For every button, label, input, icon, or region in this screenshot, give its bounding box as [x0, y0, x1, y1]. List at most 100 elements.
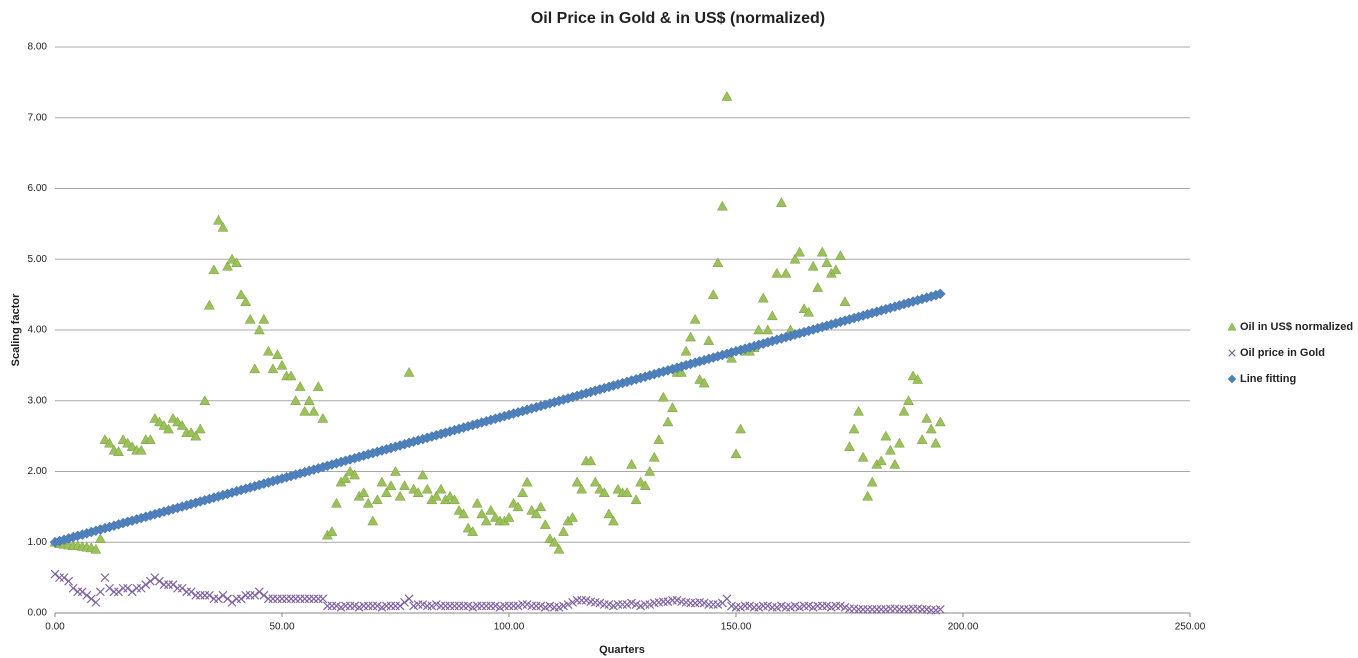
point [203, 299, 215, 310]
point [471, 497, 483, 508]
point [390, 465, 401, 476]
point [459, 601, 469, 611]
point [412, 487, 424, 497]
point [857, 451, 869, 462]
point [509, 601, 518, 611]
point [589, 476, 601, 487]
point [730, 448, 742, 459]
point [317, 412, 329, 423]
point [391, 601, 400, 611]
point [757, 292, 769, 303]
point [766, 310, 778, 321]
point [630, 494, 642, 505]
point [272, 349, 283, 360]
point [91, 597, 101, 607]
point [722, 594, 732, 604]
point [558, 526, 569, 536]
point [200, 590, 210, 600]
point [834, 250, 846, 260]
point [363, 601, 373, 611]
point [349, 469, 361, 480]
point [476, 508, 488, 519]
point [82, 590, 92, 600]
point [394, 490, 406, 501]
point [404, 594, 414, 604]
point [866, 476, 878, 487]
point [208, 264, 220, 275]
point [853, 405, 865, 416]
point [222, 260, 233, 271]
point [362, 497, 374, 508]
x-tick-label: 150.00 [721, 622, 752, 633]
point [64, 576, 74, 586]
point [517, 487, 529, 497]
y-tick-label: 6.00 [28, 183, 48, 194]
x-tick-label: 250.00 [1175, 622, 1206, 633]
point [55, 573, 64, 583]
point [753, 324, 765, 335]
point [73, 587, 83, 597]
point [105, 583, 114, 593]
point [223, 594, 232, 604]
point [875, 455, 887, 466]
x-tick-label: 0.00 [45, 622, 65, 633]
point [812, 282, 824, 292]
point [848, 423, 860, 434]
point [858, 605, 868, 614]
point [318, 594, 328, 604]
point [925, 423, 937, 434]
point [186, 587, 196, 597]
point [607, 515, 619, 526]
point [553, 543, 565, 554]
point [277, 594, 287, 604]
point [872, 605, 882, 614]
point [368, 601, 378, 611]
point [291, 594, 301, 604]
point [285, 370, 297, 381]
point [276, 359, 288, 370]
point [807, 260, 819, 271]
point [191, 590, 201, 600]
point [59, 573, 69, 583]
point [214, 594, 223, 604]
point [262, 345, 274, 356]
point [930, 437, 942, 448]
point [680, 345, 692, 356]
y-tick-label: 5.00 [28, 254, 48, 265]
point [503, 511, 515, 522]
point [253, 324, 265, 335]
x-tick-label: 200.00 [948, 622, 979, 633]
point [68, 583, 78, 593]
point [577, 595, 587, 605]
y-tick-label: 4.00 [28, 325, 48, 336]
point [236, 594, 246, 604]
point [376, 476, 388, 487]
point [780, 267, 792, 278]
point [885, 604, 895, 614]
y-tick-label: 2.00 [28, 466, 48, 477]
point [244, 313, 256, 324]
point [531, 601, 541, 611]
point [908, 604, 918, 614]
point [159, 580, 169, 590]
point [789, 253, 801, 264]
point [303, 395, 315, 405]
point [867, 605, 877, 614]
point [876, 605, 886, 614]
point [898, 405, 910, 416]
legend-marker [1228, 349, 1236, 357]
point [662, 416, 674, 427]
point [481, 601, 491, 611]
chart-title: Oil Price in Gold & in US$ (normalized) [531, 10, 825, 27]
point [176, 419, 188, 430]
point [816, 246, 828, 257]
point [182, 587, 192, 597]
point [254, 587, 264, 597]
point [168, 580, 178, 590]
point [245, 590, 255, 600]
point [477, 601, 487, 611]
point [794, 246, 805, 257]
point [862, 490, 874, 501]
point [676, 366, 687, 377]
